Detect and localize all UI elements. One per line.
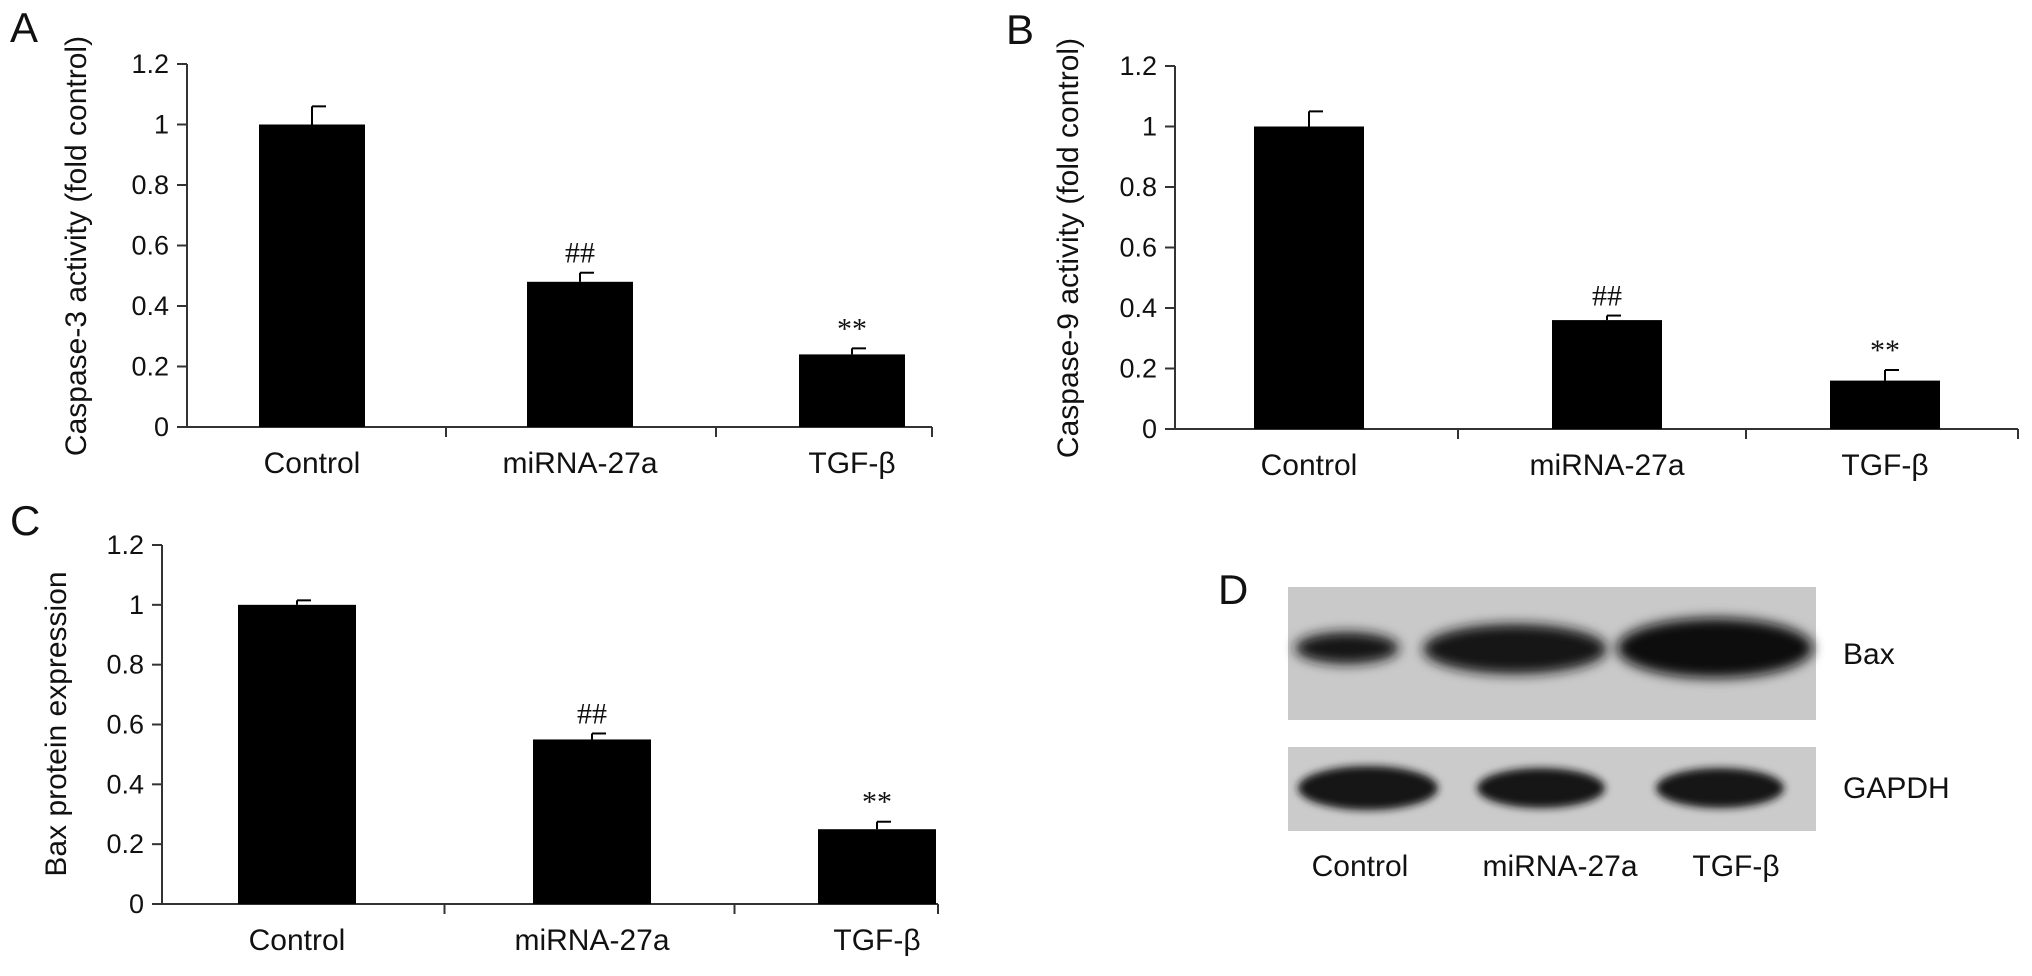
y-tick-label: 0.2	[131, 352, 169, 382]
significance-mark: **	[1870, 334, 1900, 367]
bar	[818, 829, 936, 904]
category-label: TGF-β	[808, 447, 895, 480]
y-tick-label: 1	[154, 110, 169, 140]
y-axis-label: Caspase-3 activity (fold control)	[60, 36, 93, 456]
blot-strip-bax	[1288, 587, 1816, 720]
bar	[1830, 380, 1940, 429]
y-tick-label: 0.8	[106, 650, 144, 680]
panel-d-western-blot: D Bax GAPDH Control mi	[1218, 566, 1950, 883]
category-label: miRNA-27a	[502, 447, 657, 480]
blot-row-label: GAPDH	[1843, 772, 1950, 805]
y-tick-label: 0.8	[131, 170, 169, 200]
blot-row-label: Bax	[1843, 638, 1895, 671]
category-label: miRNA-27a	[1529, 449, 1684, 482]
blot-lane-label: miRNA-27a	[1482, 850, 1637, 883]
category-label: miRNA-27a	[514, 924, 669, 957]
y-tick-label: 0.4	[131, 291, 169, 321]
significance-mark: **	[837, 312, 867, 345]
blot-strip-gapdh	[1288, 747, 1816, 831]
band-gapdh-tgf-beta	[1656, 768, 1784, 808]
y-tick-label: 0.6	[1119, 233, 1157, 263]
panel-letter: D	[1218, 566, 1248, 613]
y-tick-label: 0.2	[106, 829, 144, 859]
bar	[533, 739, 651, 904]
significance-mark: **	[862, 786, 892, 819]
bar	[1552, 320, 1662, 429]
significance-mark: ##	[565, 237, 595, 270]
panel-c-chart: C 0 0.2 0.4 0.6 0.8 1 1.2 Bax protein expression…	[10, 497, 939, 957]
y-tick-label: 0.4	[106, 769, 144, 799]
category-label: Control	[264, 447, 361, 480]
panel-b-chart: B 0 0.2 0.4 0.6 0.8 1 1.2 Caspase-9 activity (fo…	[1006, 6, 2019, 482]
y-tick-label: 0.4	[1119, 293, 1157, 323]
y-tick-label: 0.8	[1119, 172, 1157, 202]
blot-lane-label: Control	[1312, 850, 1409, 883]
y-tick-label: 0.2	[1119, 354, 1157, 384]
band-gapdh-control	[1298, 766, 1438, 810]
y-tick-label: 0	[154, 412, 169, 442]
band-bax-control	[1295, 632, 1399, 664]
y-tick-label: 0.6	[131, 231, 169, 261]
bar	[527, 281, 633, 427]
panel-letter: A	[10, 4, 38, 51]
bar	[1254, 126, 1364, 429]
y-tick-label: 1	[1142, 112, 1157, 142]
panel-letter: B	[1006, 6, 1034, 53]
y-tick-label: 0	[129, 889, 144, 919]
category-label: Control	[249, 924, 346, 957]
bar	[238, 604, 356, 904]
y-tick-label: 1	[129, 590, 144, 620]
y-tick-label: 1.2	[106, 530, 144, 560]
y-tick-label: 1.2	[1119, 51, 1157, 81]
y-axis-label: Caspase-9 activity (fold control)	[1052, 38, 1085, 458]
significance-mark: ##	[1592, 280, 1622, 313]
y-tick-label: 1.2	[131, 49, 169, 79]
y-tick-label: 0.6	[106, 710, 144, 740]
category-label: TGF-β	[1841, 449, 1928, 482]
band-bax-mirna-27a	[1423, 624, 1607, 674]
band-bax-tgf-beta	[1617, 618, 1813, 678]
blot-lane-label: TGF-β	[1692, 850, 1779, 883]
category-label: TGF-β	[833, 924, 920, 957]
bar	[799, 354, 905, 427]
category-label: Control	[1261, 449, 1358, 482]
band-gapdh-mirna-27a	[1477, 768, 1605, 808]
significance-mark: ##	[577, 697, 607, 730]
panel-a-chart: A 0 0.2 0.4 0.6 0.8 1 1.2 Caspase-3 activity (fo…	[10, 4, 933, 480]
y-tick-label: 0	[1142, 414, 1157, 444]
bar	[259, 124, 365, 427]
panel-letter: C	[10, 497, 40, 544]
y-axis-label: Bax protein expression	[40, 571, 73, 876]
